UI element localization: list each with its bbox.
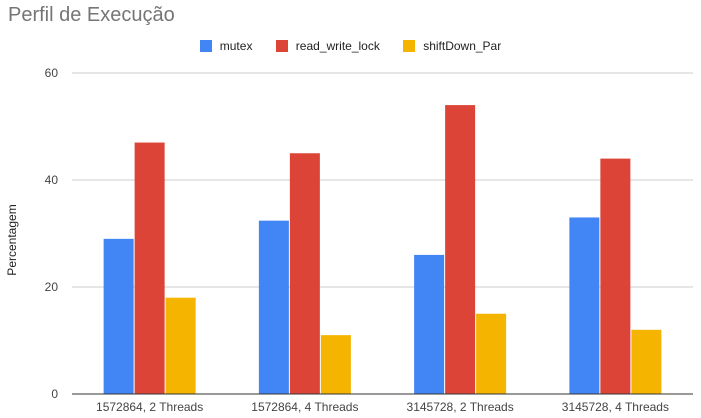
- y-tick-label: 20: [45, 280, 59, 294]
- x-tick-labels: 1572864, 2 Threads 1572864, 4 Threads 3145…: [96, 400, 669, 414]
- legend-label-read-write-lock: read_write_lock: [295, 38, 380, 53]
- legend-item-read-write-lock[interactable]: read_write_lock: [275, 38, 380, 53]
- legend-label-shiftdown-par: shiftDown_Par: [423, 38, 502, 53]
- y-tick-labels: 0 20 40 60: [45, 66, 59, 401]
- gridlines: [72, 72, 693, 288]
- legend: mutex read_write_lock shiftDown_Par: [0, 38, 701, 53]
- legend-swatch-read-write-lock: [275, 39, 288, 52]
- x-tick-label: 1572864, 4 Threads: [251, 400, 358, 414]
- bar-read-write-lock-3[interactable]: [600, 158, 631, 394]
- chart-title: Perfil de Execução: [8, 4, 175, 26]
- bar-shiftdown-par-1[interactable]: [320, 335, 351, 394]
- bar-read-write-lock-1[interactable]: [289, 153, 320, 394]
- bar-shiftdown-par-0[interactable]: [165, 297, 196, 394]
- bar-shiftdown-par-2[interactable]: [476, 313, 507, 394]
- bar-mutex-3[interactable]: [569, 217, 600, 394]
- x-tick-label: 3145728, 2 Threads: [407, 400, 514, 414]
- y-tick-label: 40: [45, 173, 59, 187]
- bar-mutex-2[interactable]: [414, 254, 445, 394]
- bar-read-write-lock-0[interactable]: [134, 142, 165, 394]
- bar-shiftdown-par-3[interactable]: [631, 329, 662, 394]
- x-tick-label: 3145728, 4 Threads: [562, 400, 669, 414]
- bar-mutex-0[interactable]: [103, 238, 134, 394]
- bar-mutex-1[interactable]: [258, 220, 289, 394]
- y-tick-label: 60: [45, 66, 59, 80]
- bars: [103, 105, 662, 394]
- legend-swatch-mutex: [199, 39, 212, 52]
- legend-item-mutex[interactable]: mutex: [199, 38, 253, 53]
- x-tick-label: 1572864, 2 Threads: [96, 400, 203, 414]
- legend-label-mutex: mutex: [219, 38, 253, 53]
- legend-swatch-shiftdown-par: [403, 39, 416, 52]
- bar-read-write-lock-2[interactable]: [445, 105, 476, 394]
- legend-item-shiftdown-par[interactable]: shiftDown_Par: [403, 39, 501, 53]
- y-axis-label: Percentagem: [5, 204, 19, 275]
- y-tick-label: 0: [51, 387, 58, 401]
